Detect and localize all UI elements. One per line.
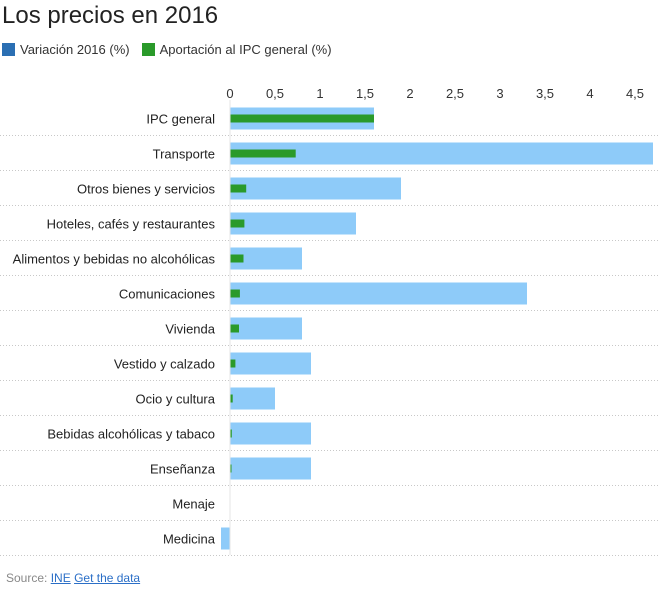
bar-variation [230, 317, 302, 340]
category-label: Medicina [163, 532, 216, 547]
bar-variation [230, 387, 275, 410]
bar-variation [230, 142, 653, 165]
bar-contribution [230, 219, 245, 228]
x-tick-label: 1 [316, 86, 323, 101]
category-label: Alimentos y bebidas no alcohólicas [13, 252, 216, 267]
bar-contribution [230, 324, 239, 333]
category-label: Vivienda [165, 322, 215, 337]
x-tick-label: 4,5 [626, 86, 644, 101]
category-label: Transporte [153, 147, 215, 162]
x-tick-label: 2,5 [446, 86, 464, 101]
x-tick-label: 1,5 [356, 86, 374, 101]
chart-footer: Source: INE Get the data [6, 571, 140, 585]
x-tick-label: 0 [226, 86, 233, 101]
bar-contribution [230, 114, 374, 123]
category-label: Enseñanza [150, 462, 216, 477]
category-label: Otros bienes y servicios [77, 182, 215, 197]
legend-swatch-contribution [141, 43, 155, 56]
chart-title: Los precios en 2016 [2, 2, 219, 29]
x-tick-label: 3 [496, 86, 503, 101]
bar-variation [230, 422, 311, 445]
bar-contribution [230, 254, 244, 263]
legend-item-contribution: Aportación al IPC general (%) [141, 42, 332, 57]
get-data-link[interactable]: Get the data [74, 571, 141, 585]
bar-contribution [230, 149, 296, 158]
bar-variation [230, 247, 302, 270]
bar-chart: 0 0,5 1 1,5 2 2,5 3 3,5 4 4,5 IPC general Transport… [0, 86, 660, 556]
category-label: Bebidas alcohólicas y tabaco [47, 427, 215, 442]
category-label: IPC general [146, 112, 215, 127]
x-tick-label: 3,5 [536, 86, 554, 101]
bar-variation [230, 457, 311, 480]
category-label: Menaje [172, 497, 215, 512]
x-tick-label: 0,5 [266, 86, 284, 101]
bar-variation [230, 282, 527, 305]
x-tick-label: 2 [406, 86, 413, 101]
legend-label-variation: Variación 2016 (%) [20, 42, 130, 57]
category-label: Ocio y cultura [136, 392, 216, 407]
category-label: Comunicaciones [119, 287, 216, 302]
bar-variation [230, 212, 356, 235]
bar-variation [221, 527, 230, 550]
category-label: Hoteles, cafés y restaurantes [47, 217, 216, 232]
bar-contribution [230, 429, 232, 438]
legend-label-contribution: Aportación al IPC general (%) [159, 42, 332, 57]
bar-contribution [230, 184, 247, 193]
x-tick-label: 4 [586, 86, 593, 101]
bar-contribution [230, 359, 236, 368]
chart-legend: Variación 2016 (%) Aportación al IPC gen… [2, 42, 344, 57]
bar-contribution [230, 464, 232, 473]
legend-swatch-variation [2, 43, 15, 56]
category-label: Vestido y calzado [114, 357, 215, 372]
bar-variation [230, 352, 311, 375]
source-link[interactable]: INE [50, 571, 71, 585]
bar-contribution [230, 394, 233, 403]
bar-variation [230, 177, 401, 200]
bar-contribution [230, 289, 240, 298]
source-label: Source: [6, 571, 48, 585]
legend-item-variation: Variación 2016 (%) [2, 42, 130, 57]
